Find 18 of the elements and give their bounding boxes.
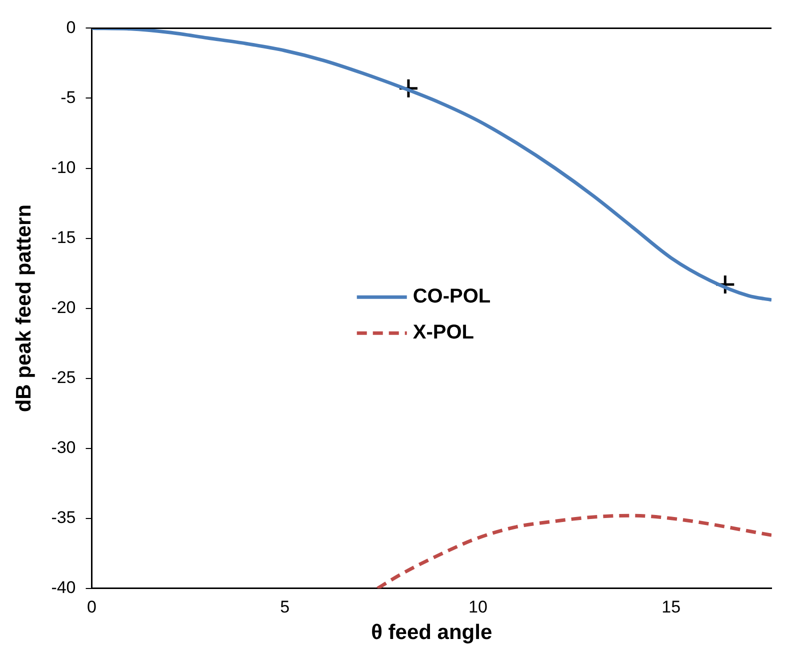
- y-tick-label: -35: [51, 508, 76, 528]
- y-tick-label: -20: [51, 298, 76, 317]
- y-tick-label: -15: [51, 228, 76, 247]
- x-tick-label: 5: [280, 597, 290, 616]
- x-tick-label: 0: [87, 597, 97, 616]
- x-axis-title: θ feed angle: [371, 621, 492, 644]
- legend-label: CO-POL: [412, 286, 491, 308]
- x-tick-label: 10: [468, 597, 488, 616]
- x-tick-label: 15: [662, 597, 681, 616]
- y-tick-label: -25: [51, 368, 76, 388]
- y-tick-label: -30: [51, 438, 76, 458]
- legend-label: X-POL: [412, 322, 474, 344]
- y-tick-label: -10: [51, 158, 76, 177]
- line-series: [376, 514, 772, 588]
- y-axis-title: dB peak feed pattern: [12, 204, 36, 412]
- y-tick-label: -5: [60, 88, 76, 107]
- y-tick-label: 0: [66, 18, 76, 37]
- y-tick-label: -40: [51, 578, 76, 598]
